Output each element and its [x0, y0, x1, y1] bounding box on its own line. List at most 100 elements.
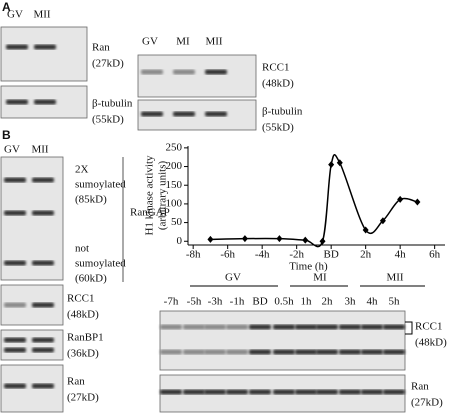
band	[32, 383, 54, 389]
size-label: (48kD)	[67, 309, 99, 321]
band	[183, 324, 205, 330]
band	[32, 210, 54, 216]
band	[204, 324, 226, 330]
size-label: (27kD)	[411, 397, 443, 409]
band	[205, 69, 227, 75]
lane-label: GV	[142, 36, 158, 48]
band	[34, 99, 56, 105]
size-label: (55kD)	[92, 114, 124, 126]
protein-label: RCC1	[67, 293, 95, 305]
protein-label: RanBP1	[67, 332, 104, 344]
band	[249, 349, 271, 355]
band	[339, 324, 361, 330]
blot	[0, 26, 88, 82]
x-axis-title: Time (h)	[289, 261, 328, 273]
band	[361, 324, 383, 330]
band	[183, 349, 205, 355]
protein-label: Ran	[411, 381, 429, 393]
size-label: (48kD)	[415, 337, 447, 349]
lane-label: 5h	[389, 296, 401, 308]
band	[4, 177, 26, 183]
lane-label: MII	[205, 36, 222, 48]
lane-label: BD	[252, 296, 267, 308]
rangap-form: (60kD)	[75, 273, 107, 285]
lane-label: 3h	[345, 296, 357, 308]
band	[295, 324, 317, 330]
band	[4, 347, 26, 353]
band	[4, 260, 26, 266]
y-tick-label: 0	[177, 235, 183, 247]
lane-label: 4h	[367, 296, 379, 308]
size-label: (27kD)	[92, 58, 124, 70]
rangap-label: RanGAP	[130, 207, 170, 219]
panel-letter: B	[2, 128, 11, 142]
y-tick-label: 50	[171, 216, 183, 228]
band	[226, 349, 248, 355]
point	[302, 236, 309, 244]
band	[226, 324, 248, 330]
band	[34, 44, 56, 50]
band	[32, 260, 54, 266]
band	[160, 324, 182, 330]
series-line	[210, 154, 418, 248]
lane-label: 2h	[322, 296, 334, 308]
group-label: GV	[225, 272, 241, 284]
band	[4, 302, 26, 308]
blot	[137, 54, 257, 98]
blot	[159, 310, 406, 371]
lane-label: MI	[176, 36, 190, 48]
band	[6, 99, 28, 105]
x-tick-label: BD	[324, 249, 339, 261]
band	[273, 389, 295, 395]
y-tick-label: 150	[166, 179, 183, 191]
protein-label: RCC1	[415, 321, 443, 333]
band	[249, 324, 271, 330]
band	[316, 324, 338, 330]
band	[183, 389, 205, 395]
band	[141, 69, 163, 75]
band	[173, 111, 195, 117]
x-tick-label: -8h	[186, 249, 201, 261]
protein-label: Ran	[67, 376, 85, 388]
band	[205, 111, 227, 117]
band	[273, 349, 295, 355]
band	[383, 324, 405, 330]
group-label: MII	[386, 272, 403, 284]
lane-label: GV	[7, 9, 23, 21]
band	[361, 349, 383, 355]
protein-label: RCC1	[262, 62, 290, 74]
point	[328, 161, 335, 169]
protein-label: Ran	[92, 42, 110, 54]
protein-label: β-tubulin	[92, 98, 133, 110]
band	[339, 349, 361, 355]
size-label: (55kD)	[262, 122, 294, 134]
size-label: (48kD)	[262, 78, 294, 90]
band	[4, 383, 26, 389]
lane-label: -7h	[164, 296, 179, 308]
band	[141, 111, 163, 117]
band	[32, 347, 54, 353]
band	[339, 389, 361, 395]
protein-label: β-tubulin	[262, 106, 303, 118]
band	[4, 337, 26, 343]
x-tick-label: 6h	[429, 249, 441, 261]
size-label: (36kD)	[67, 348, 99, 360]
size-label: (27kD)	[67, 392, 99, 404]
x-tick-label: -2h	[289, 249, 304, 261]
band	[204, 349, 226, 355]
y-tick-label: 100	[166, 197, 183, 209]
band	[32, 177, 54, 183]
band	[160, 389, 182, 395]
band	[295, 349, 317, 355]
blot	[0, 329, 64, 361]
band	[6, 44, 28, 50]
bracket	[405, 321, 413, 335]
y-tick-label: 200	[166, 160, 183, 172]
panel-letter: A	[2, 0, 11, 14]
point	[207, 235, 214, 243]
band	[204, 389, 226, 395]
x-tick-label: 4h	[395, 249, 407, 261]
lane-label: 1h	[301, 296, 313, 308]
